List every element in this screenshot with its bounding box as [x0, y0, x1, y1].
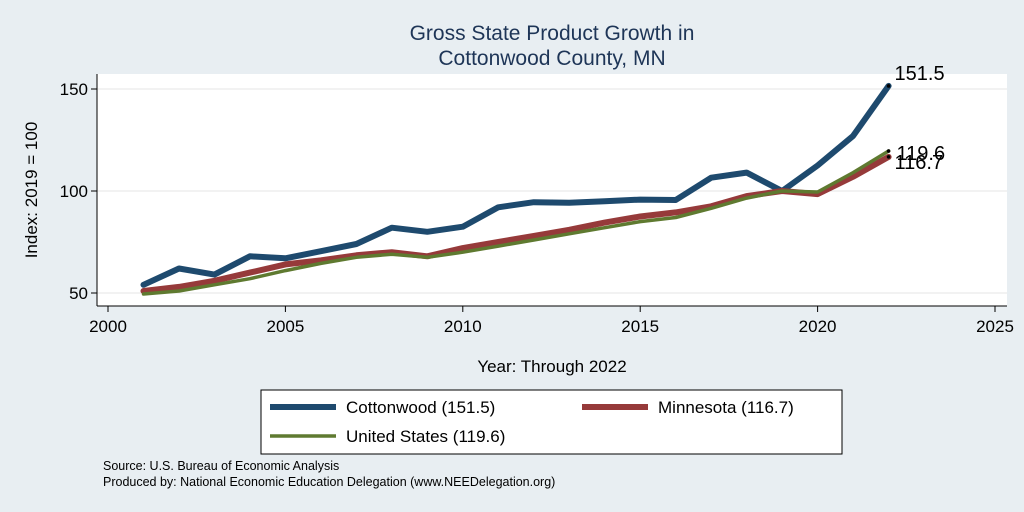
legend: Cottonwood (151.5) Minnesota (116.7) Unite… [260, 389, 843, 455]
series-line-2 [141, 149, 891, 296]
source-line: Source: U.S. Bureau of Economic Analysis [103, 459, 340, 473]
x-axis-label: Year: Through 2022 [477, 357, 626, 376]
end-label-1: 116.7 [895, 152, 944, 174]
legend-label-1: Minnesota (116.7) [658, 398, 794, 417]
titles: Gross State Product Growth in Cottonwood… [22, 22, 694, 376]
end-marker-2 [886, 149, 891, 153]
chart-title-line-1: Gross State Product Growth in [410, 22, 695, 45]
series-line-0 [140, 82, 892, 288]
end-marker-1 [886, 155, 891, 159]
x-tick-label-2015: 2015 [621, 317, 659, 336]
legend-label-2: United States (119.6) [346, 427, 505, 446]
chart-title-line-2: Cottonwood County, MN [438, 47, 665, 70]
legend-label-0: Cottonwood (151.5) [346, 398, 495, 417]
end-marker-0 [886, 84, 891, 88]
y-tick-label-100: 100 [60, 182, 88, 201]
x-tick-label-2025: 2025 [976, 317, 1014, 336]
legend-box [260, 389, 843, 455]
y-axis-label: Index: 2019 = 100 [22, 122, 41, 259]
x-tick-label-2020: 2020 [799, 317, 837, 336]
x-tick-label-2005: 2005 [266, 317, 304, 336]
series-group [140, 82, 892, 296]
y-tick-label-150: 150 [60, 80, 88, 99]
y-tick-label-50: 50 [69, 284, 88, 303]
plot-area [97, 74, 1007, 306]
x-tick-label-2010: 2010 [444, 317, 482, 336]
end-label-2: 119.6 [897, 143, 946, 165]
x-tick-label-2000: 2000 [89, 317, 127, 336]
axes: 50 100 150 2000 2005 2010 2015 2020 2025 [60, 74, 1014, 336]
end-label-0: 151.5 [895, 63, 945, 85]
produced-by-line: Produced by: National Economic Education… [103, 475, 556, 489]
gridlines [97, 88, 1007, 294]
